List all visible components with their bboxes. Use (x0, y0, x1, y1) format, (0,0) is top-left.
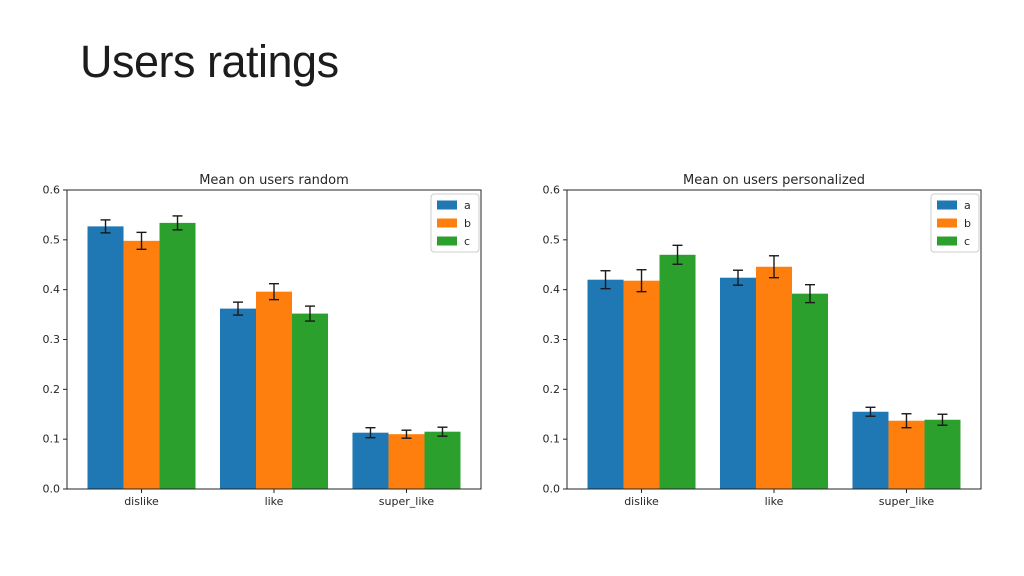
y-tick-label: 0.3 (43, 333, 61, 346)
bar-b-super_like (388, 434, 425, 489)
x-tick-label: super_like (379, 495, 435, 508)
error-bar-a-dislike (600, 270, 611, 290)
x-tick-label: dislike (624, 495, 659, 508)
error-bar-b-dislike (636, 269, 647, 293)
error-bar-b-super_like (401, 429, 412, 439)
legend-label-b: b (464, 217, 471, 230)
error-bar-c-like (805, 283, 815, 304)
legend-swatch-c (937, 236, 957, 246)
bar-c-like (792, 293, 828, 489)
legend-swatch-b (937, 218, 957, 228)
error-bar-b-super_like (901, 413, 912, 429)
chart-mean-users-personalized: Mean on users personalized 0.0 0.1 0.2 0.3 0.… (535, 170, 985, 515)
y-tick-label: 0.4 (543, 283, 561, 296)
bar-a-like (220, 308, 256, 489)
y-tick-label: 0.3 (543, 333, 561, 346)
legend-swatch-b (437, 218, 457, 228)
y-tick-label: 0.5 (43, 233, 61, 246)
bar-b-like (256, 291, 292, 489)
error-bar-a-super_like (365, 427, 376, 439)
error-bar-b-dislike (136, 231, 147, 251)
bar-c-dislike (159, 222, 196, 489)
legend-swatch-c (437, 236, 457, 246)
error-bar-c-dislike (672, 244, 683, 265)
y-tick-label: 0.2 (43, 383, 61, 396)
bar-a-super_like (852, 411, 889, 489)
error-bar-a-super_like (865, 406, 876, 417)
x-tick-label: dislike (124, 495, 159, 508)
y-tick-label: 0.2 (543, 383, 561, 396)
legend: abc (430, 193, 480, 253)
bar-a-dislike (87, 226, 124, 489)
y-tick-label: 0.4 (43, 283, 61, 296)
legend-swatch-a (937, 200, 957, 210)
y-tick-label: 0.6 (43, 184, 61, 197)
bar-b-like (756, 266, 792, 489)
error-bar-b-like (769, 255, 779, 279)
error-bar-b-like (269, 282, 279, 301)
legend: abc (930, 193, 980, 253)
y-tick-label: 0.5 (543, 233, 561, 246)
bar-c-dislike (659, 254, 696, 489)
error-bar-c-super_like (937, 413, 948, 426)
error-bar-c-super_like (437, 426, 448, 437)
chart-mean-users-random: Mean on users random 0.0 0.1 0.2 0.3 0.4 0.5 0.… (35, 170, 485, 515)
slide-title: Users ratings (80, 36, 339, 87)
chart-title: Mean on users random (199, 173, 349, 188)
legend-label-b: b (964, 217, 971, 230)
bar-b-dislike (123, 240, 160, 489)
legend-label-c: c (964, 235, 970, 248)
bar-a-like (720, 277, 756, 489)
y-tick-label: 0.0 (43, 483, 61, 496)
error-bar-c-like (305, 305, 315, 322)
y-tick-label: 0.1 (543, 433, 561, 446)
x-tick-label: super_like (879, 495, 935, 508)
chart-svg: Mean on users personalized 0.0 0.1 0.2 0.3 0.… (543, 173, 982, 508)
chart-svg: Mean on users random 0.0 0.1 0.2 0.3 0.4 0.5 0.… (43, 173, 482, 508)
error-bar-a-like (233, 301, 243, 316)
error-bar-a-dislike (100, 219, 111, 234)
bar-b-super_like (888, 420, 925, 489)
y-tick-label: 0.0 (543, 483, 561, 496)
y-tick-label: 0.6 (543, 184, 561, 197)
y-tick-label: 0.1 (43, 433, 61, 446)
bar-a-super_like (352, 432, 389, 489)
bar-c-super_like (924, 419, 961, 489)
x-tick-label: like (265, 495, 284, 508)
legend-swatch-a (437, 200, 457, 210)
error-bar-a-like (733, 269, 743, 286)
legend-label-a: a (464, 199, 471, 212)
error-bar-c-dislike (172, 215, 183, 231)
bar-a-dislike (587, 279, 624, 489)
bar-c-super_like (424, 431, 461, 489)
chart-title: Mean on users personalized (683, 173, 865, 188)
legend-label-c: c (464, 235, 470, 248)
bar-b-dislike (623, 280, 660, 489)
x-tick-label: like (765, 495, 784, 508)
legend-label-a: a (964, 199, 971, 212)
bar-c-like (292, 313, 328, 489)
